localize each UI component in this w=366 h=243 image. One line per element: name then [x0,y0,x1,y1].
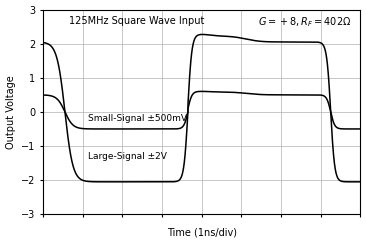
Y-axis label: Output Voltage: Output Voltage [5,75,16,149]
Text: Small-Signal ±500mV: Small-Signal ±500mV [87,113,187,122]
Text: Large-Signal ±2V: Large-Signal ±2V [87,152,167,161]
Text: $G = +8, R_F = 402\Omega$: $G = +8, R_F = 402\Omega$ [258,16,351,29]
X-axis label: Time (1ns/div): Time (1ns/div) [167,227,237,237]
Text: 125MHz Square Wave Input: 125MHz Square Wave Input [68,16,204,26]
